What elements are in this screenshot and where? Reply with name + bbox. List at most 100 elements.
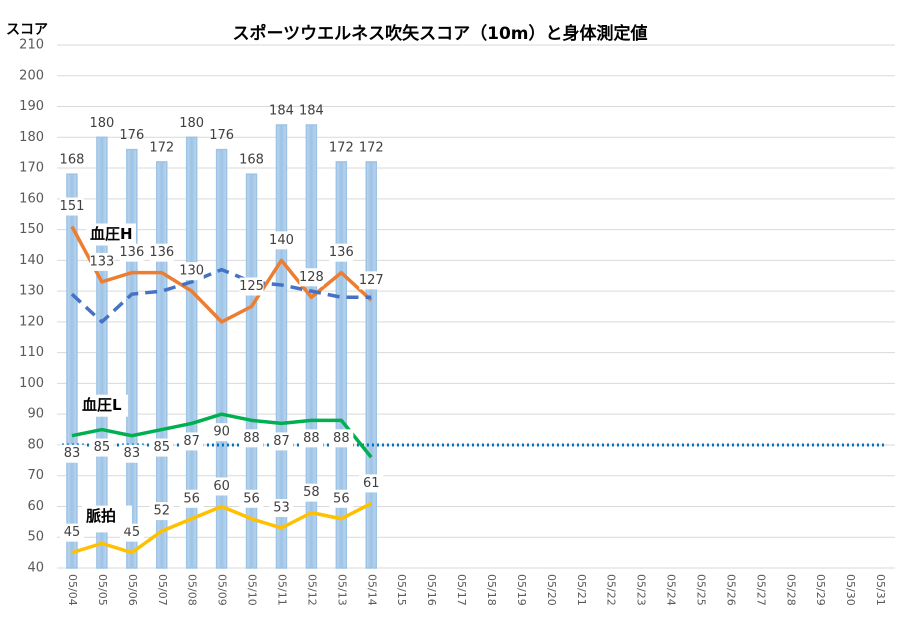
x-tick-label: 05/21 (575, 574, 588, 606)
y-tick-label: 140 (19, 253, 44, 268)
x-tick-label: 05/31 (874, 574, 887, 606)
label-box (149, 243, 174, 262)
label-box (269, 432, 294, 451)
value-label: 85 (94, 440, 111, 455)
y-tick-label: 180 (19, 130, 44, 145)
x-tick-label: 05/28 (784, 574, 797, 606)
x-tick-label: 05/29 (814, 574, 827, 606)
label-box (119, 243, 144, 262)
value-label: 133 (89, 254, 114, 269)
bar-label: 176 (119, 128, 144, 143)
label-box (329, 489, 354, 508)
label-box (89, 252, 114, 271)
label-box (81, 505, 132, 528)
line-series (71, 501, 373, 555)
bar (156, 161, 168, 569)
y-tick-label: 40 (27, 561, 44, 576)
series-name: 脈拍 (86, 507, 116, 525)
value-label: 60 (213, 479, 230, 494)
label-box (269, 231, 294, 250)
bar-label: 172 (149, 140, 174, 155)
label-box (209, 423, 234, 442)
value-label: 88 (243, 431, 260, 446)
y-tick-label: 120 (19, 314, 44, 329)
label-box (299, 483, 324, 502)
value-label: 88 (333, 431, 350, 446)
y-tick-label: 110 (19, 345, 44, 360)
x-tick-label: 05/04 (66, 574, 79, 606)
line-series (70, 225, 373, 324)
value-label: 136 (119, 245, 144, 260)
label-box (179, 432, 204, 451)
bar (66, 173, 78, 569)
label-box (359, 474, 384, 493)
x-tick-label: 05/07 (156, 574, 169, 606)
x-tick-label: 05/08 (186, 574, 199, 606)
bar-label: 168 (60, 153, 85, 168)
x-tick-label: 05/19 (515, 574, 528, 606)
chart-title: スポーツウエルネス吹矢スコア（10m）と身体測定値 (232, 23, 647, 44)
y-tick-label: 90 (27, 407, 44, 422)
y-tick-label: 170 (19, 161, 44, 176)
label-box (89, 438, 114, 457)
y-tick-label: 100 (19, 376, 44, 391)
x-tick-label: 05/20 (545, 574, 558, 606)
value-label: 136 (149, 245, 174, 260)
series-name: 血圧L (82, 396, 122, 414)
y-tick-label: 80 (27, 437, 44, 452)
series-name: 血圧H (90, 225, 133, 243)
value-label: 140 (269, 233, 294, 248)
y-axis-label: スコア (6, 22, 48, 38)
x-tick-label: 05/25 (694, 574, 707, 606)
bar-label: 168 (239, 153, 264, 168)
bar-label: 176 (209, 128, 234, 143)
x-tick-label: 05/12 (305, 574, 318, 606)
label-box (59, 444, 84, 463)
x-tick-label: 05/05 (96, 574, 109, 606)
y-tick-label: 150 (19, 222, 44, 237)
bar-label: 172 (359, 140, 384, 155)
value-label: 88 (303, 431, 320, 446)
y-tick-label: 60 (27, 499, 44, 514)
label-box (149, 438, 174, 457)
value-label: 125 (239, 279, 264, 294)
value-label: 53 (273, 501, 290, 516)
value-label: 130 (179, 264, 204, 279)
line-series (71, 412, 373, 459)
x-tick-label: 05/16 (425, 574, 438, 606)
label-box (77, 394, 128, 417)
x-tick-label: 05/13 (335, 574, 348, 606)
value-label: 151 (60, 199, 85, 214)
value-label: 87 (273, 434, 290, 449)
bar (96, 136, 108, 569)
value-label: 56 (183, 491, 200, 506)
label-box (359, 271, 384, 290)
label-box (209, 477, 234, 496)
bar-label: 180 (89, 116, 114, 131)
y-tick-label: 190 (19, 99, 44, 114)
label-box (119, 444, 144, 463)
value-label: 61 (363, 476, 380, 491)
value-label: 58 (303, 485, 320, 500)
value-label: 56 (243, 491, 260, 506)
value-label: 128 (299, 270, 324, 285)
y-tick-label: 210 (19, 38, 44, 53)
bar (185, 136, 198, 569)
label-box (119, 523, 144, 542)
value-label: 83 (64, 446, 81, 461)
label-box (239, 277, 264, 296)
x-tick-label: 05/17 (455, 574, 468, 606)
x-tick-label: 05/06 (126, 574, 139, 606)
y-tick-label: 130 (19, 284, 44, 299)
bar-label: 172 (329, 140, 354, 155)
label-box (299, 268, 324, 287)
label-box (59, 197, 84, 216)
bar-label: 180 (179, 116, 204, 131)
label-box (239, 429, 264, 448)
y-tick-label: 200 (19, 68, 44, 83)
bar-label: 184 (299, 103, 324, 118)
line-series (70, 267, 372, 324)
value-label: 52 (153, 504, 170, 519)
bar (245, 173, 258, 569)
y-tick-label: 50 (27, 530, 44, 545)
